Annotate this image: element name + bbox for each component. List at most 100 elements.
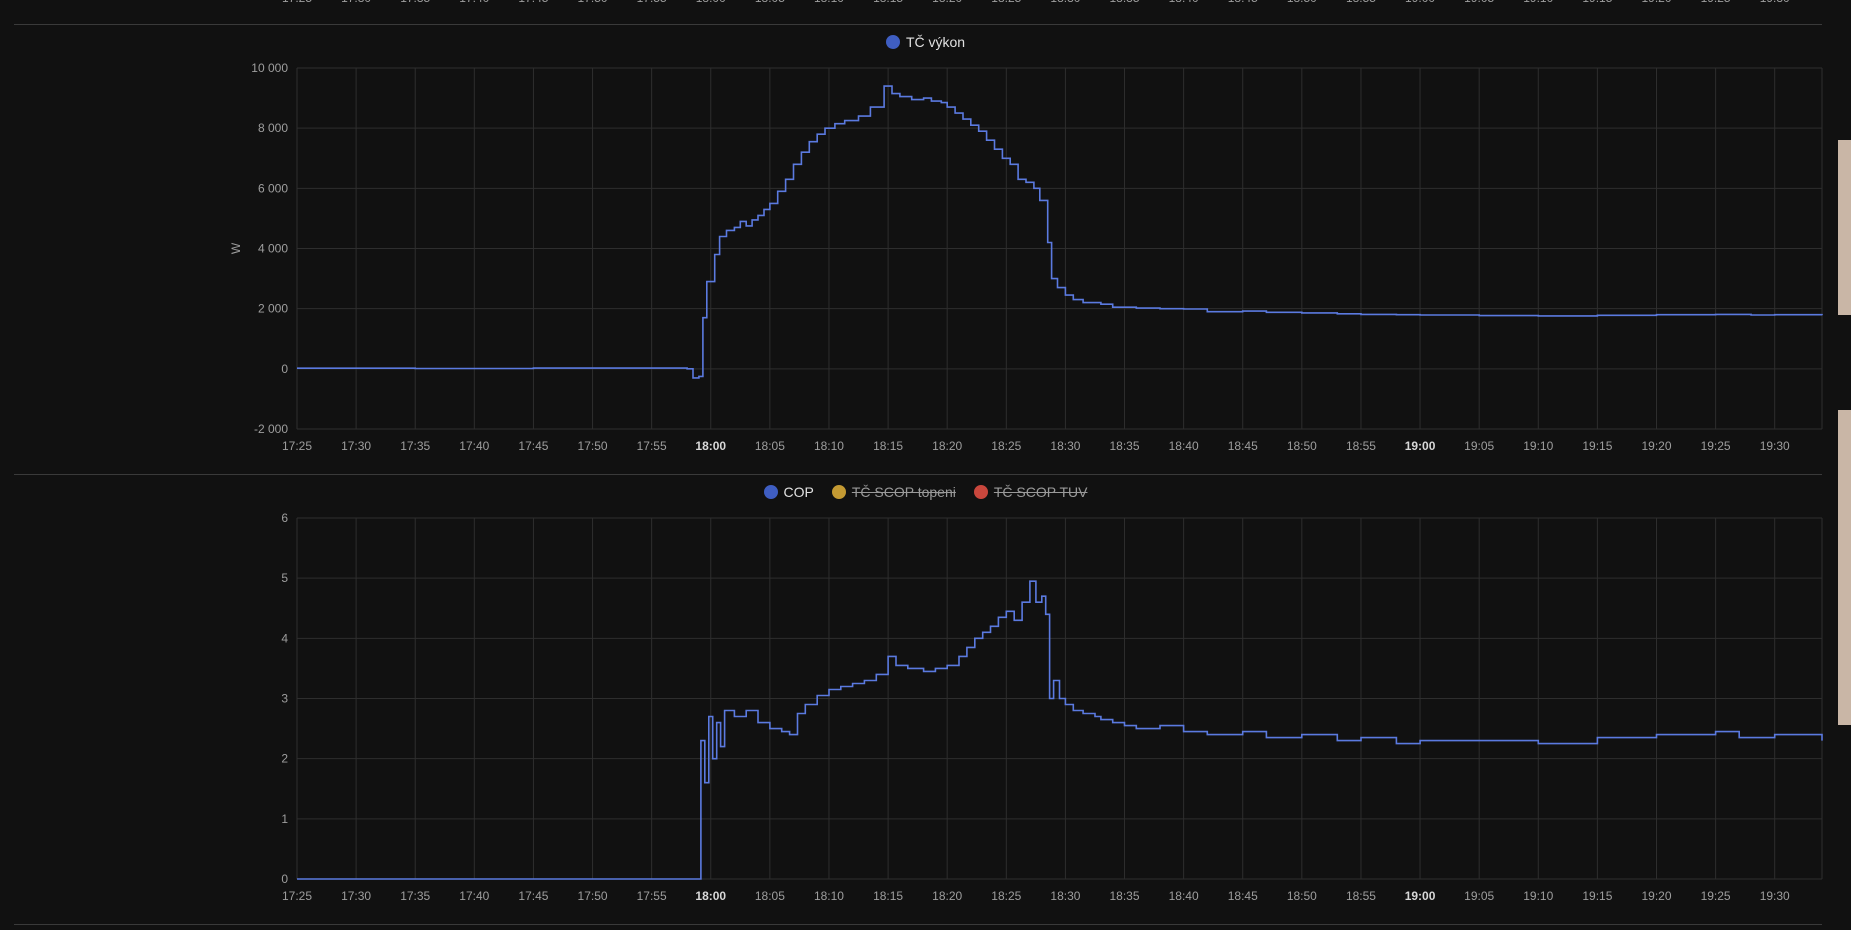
cop-y-tick-label: 6 — [281, 511, 288, 525]
cop-x-tick-label: 19:10 — [1523, 889, 1553, 903]
power-x-tick-label: 18:40 — [1169, 439, 1199, 453]
top-partial-tick-label: 19:20 — [1641, 0, 1671, 5]
cop-x-tick-label: 18:00 — [695, 889, 726, 903]
top-partial-tick-label: 18:50 — [1287, 0, 1317, 5]
cop-y-tick-label: 2 — [281, 752, 288, 766]
power-y-tick-label: 6 000 — [258, 181, 288, 195]
top-partial-tick-label: 17:25 — [282, 0, 312, 5]
power-x-tick-label: 19:15 — [1582, 439, 1612, 453]
top-partial-tick-label: 17:35 — [400, 0, 430, 5]
top-partial-tick-label: 18:30 — [1050, 0, 1080, 5]
cop-x-tick-label: 19:20 — [1641, 889, 1671, 903]
power-x-tick-label: 19:05 — [1464, 439, 1494, 453]
power-x-tick-label: 18:45 — [1228, 439, 1258, 453]
top-partial-tick-label: 19:10 — [1523, 0, 1553, 5]
cop-y-tick-label: 3 — [281, 692, 288, 706]
cop-y-tick-label: 0 — [281, 872, 288, 886]
cop-series-cop[interactable] — [297, 580, 1823, 880]
legend-item-t-scop-tuv[interactable]: TČ SCOP TUV — [973, 484, 1088, 500]
cop-y-tick-label: 5 — [281, 571, 288, 585]
power-chart: -2 000 0 2 000 4 000 6 000 8 000 10 000 17:25 17… — [229, 61, 1823, 453]
power-x-tick-label: 18:10 — [814, 439, 844, 453]
power-y-tick-label: 2 000 — [258, 302, 288, 316]
cop-chart: 0 1 2 3 4 5 6 17:25 17:30 17:35 17:40 17:45 17:50 17:… — [281, 511, 1823, 903]
cop-x-tick-label: 17:40 — [459, 889, 489, 903]
top-partial-tick-label: 19:05 — [1464, 0, 1494, 5]
top-partial-x-axis: 17:25 17:30 17:35 17:40 17:45 17:50 17:55 18:00… — [282, 0, 1790, 5]
top-partial-tick-label: 17:30 — [341, 0, 371, 5]
legend-color-dot — [763, 485, 778, 499]
power-x-tick-label: 19:30 — [1760, 439, 1790, 453]
cop-x-tick-label: 18:05 — [755, 889, 785, 903]
cop-chart-legend: COP TČ SCOP topeni TČ SCOP TUV — [0, 484, 1851, 500]
power-y-tick-label: 10 000 — [251, 61, 288, 75]
power-x-tick-label: 18:20 — [932, 439, 962, 453]
top-partial-tick-label: 19:15 — [1582, 0, 1612, 5]
power-x-tick-label: 18:50 — [1287, 439, 1317, 453]
cop-x-tick-label: 18:15 — [873, 889, 903, 903]
power-x-tick-label: 17:55 — [637, 439, 667, 453]
divider-bottom — [14, 924, 1822, 925]
power-x-tick-label: 18:25 — [991, 439, 1021, 453]
power-y-axis-label: W — [229, 242, 243, 254]
power-x-tick-label: 19:10 — [1523, 439, 1553, 453]
top-partial-tick-label: 18:15 — [873, 0, 903, 5]
top-partial-tick-label: 18:10 — [814, 0, 844, 5]
legend-item-cop[interactable]: COP — [763, 484, 814, 500]
cop-x-tick-label: 17:30 — [341, 889, 371, 903]
top-partial-tick-label: 19:00 — [1405, 0, 1435, 5]
legend-color-dot — [973, 485, 988, 499]
cop-x-tick-label: 18:50 — [1287, 889, 1317, 903]
cop-x-tick-label: 18:20 — [932, 889, 962, 903]
power-x-tick-label: 17:40 — [459, 439, 489, 453]
cop-x-tick-label: 17:35 — [400, 889, 430, 903]
power-y-tick-label: 8 000 — [258, 121, 288, 135]
cop-x-tick-label: 19:05 — [1464, 889, 1494, 903]
cop-x-tick-label: 18:55 — [1346, 889, 1376, 903]
divider-top — [14, 24, 1822, 25]
cop-x-tick-label: 19:25 — [1701, 889, 1731, 903]
cop-y-tick-label: 1 — [281, 812, 288, 826]
legend-item-t-scop-topeni[interactable]: TČ SCOP topeni — [831, 484, 956, 500]
top-partial-tick-label: 17:50 — [578, 0, 608, 5]
power-chart-card: TČ výkon -2 000 0 2 000 4 000 6 000 8 000 10 0… — [0, 24, 1851, 474]
top-partial-tick-label: 19:25 — [1701, 0, 1731, 5]
power-x-tick-label: 19:25 — [1701, 439, 1731, 453]
power-x-tick-label: 17:50 — [578, 439, 608, 453]
top-partial-tick-label: 17:55 — [637, 0, 667, 5]
power-x-tick-label: 18:05 — [755, 439, 785, 453]
top-partial-tick-label: 18:05 — [755, 0, 785, 5]
top-partial-tick-label: 17:40 — [459, 0, 489, 5]
cop-x-tick-label: 17:50 — [578, 889, 608, 903]
power-y-tick-label: 0 — [281, 362, 288, 376]
divider-middle — [14, 474, 1822, 475]
top-partial-tick-label: 18:45 — [1228, 0, 1258, 5]
power-x-tick-label: 17:30 — [341, 439, 371, 453]
cop-x-tick-label: 18:25 — [991, 889, 1021, 903]
top-partial-tick-label: 18:00 — [696, 0, 726, 5]
legend-item-t-v-kon[interactable]: TČ výkon — [885, 34, 966, 50]
power-y-tick-label: 4 000 — [258, 242, 288, 256]
legend-color-dot — [831, 485, 846, 499]
cop-x-tick-label: 19:15 — [1582, 889, 1612, 903]
cop-grid — [296, 517, 1823, 880]
legend-label: TČ výkon — [905, 34, 966, 50]
power-grid — [296, 67, 1823, 430]
power-chart-legend: TČ výkon — [0, 34, 1851, 50]
cop-x-tick-label: 17:25 — [282, 889, 312, 903]
top-partial-tick-label: 17:45 — [518, 0, 548, 5]
power-x-tick-label: 18:35 — [1110, 439, 1140, 453]
power-series-t-v-kon[interactable] — [297, 85, 1823, 379]
legend-label: TČ SCOP TUV — [993, 484, 1088, 500]
power-x-tick-label: 18:30 — [1050, 439, 1080, 453]
side-edge-strip-upper — [1838, 140, 1851, 315]
top-partial-tick-label: 18:20 — [932, 0, 962, 5]
legend-label: TČ SCOP topeni — [851, 484, 956, 500]
legend-label: COP — [783, 484, 814, 500]
top-partial-tick-label: 18:25 — [991, 0, 1021, 5]
top-partial-tick-label: 18:55 — [1346, 0, 1376, 5]
cop-x-tick-label: 19:00 — [1405, 889, 1436, 903]
power-y-tick-label: -2 000 — [254, 422, 288, 436]
cop-x-tick-label: 18:45 — [1228, 889, 1258, 903]
side-edge-strip-lower — [1838, 410, 1851, 725]
